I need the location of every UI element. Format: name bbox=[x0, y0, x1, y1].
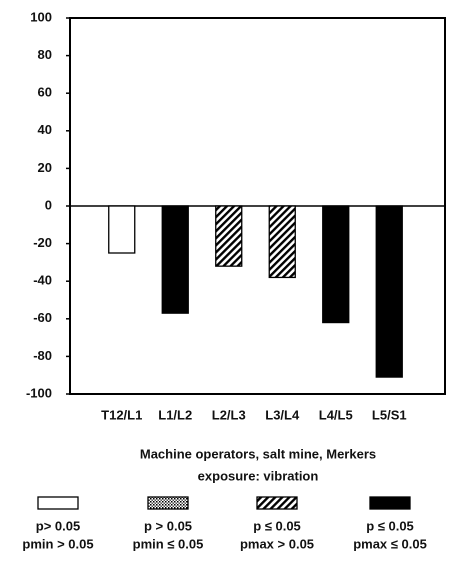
y-tick-label: 80 bbox=[38, 47, 52, 62]
legend-swatch bbox=[256, 496, 298, 510]
legend-label: pmin > 0.05 bbox=[22, 536, 93, 551]
y-tick-label: -60 bbox=[33, 310, 52, 325]
x-tick-label: L1/L2 bbox=[158, 407, 192, 422]
legend-label: pmin ≤ 0.05 bbox=[133, 536, 204, 551]
y-tick-label: 0 bbox=[45, 197, 52, 212]
bar bbox=[268, 205, 296, 279]
x-axis-label: exposure: vibration bbox=[198, 468, 319, 483]
legend-label: p > 0.05 bbox=[144, 518, 192, 533]
legend-label: pmax > 0.05 bbox=[240, 536, 314, 551]
y-tick-label: -40 bbox=[33, 273, 52, 288]
bar bbox=[161, 205, 189, 314]
y-tick-label: 60 bbox=[38, 85, 52, 100]
legend-label: pmax ≤ 0.05 bbox=[353, 536, 427, 551]
y-tick-label: 20 bbox=[38, 160, 52, 175]
legend-swatch bbox=[369, 496, 411, 510]
y-tick-label: 100 bbox=[30, 9, 52, 24]
y-tick-label: -20 bbox=[33, 235, 52, 250]
legend-label: p ≤ 0.05 bbox=[366, 518, 414, 533]
bar bbox=[215, 205, 243, 267]
legend-swatch bbox=[147, 496, 189, 510]
legend-label: p ≤ 0.05 bbox=[253, 518, 301, 533]
x-tick-label: T12/L1 bbox=[101, 407, 142, 422]
x-tick-label: L4/L5 bbox=[319, 407, 353, 422]
x-tick-label: L2/L3 bbox=[212, 407, 246, 422]
y-tick-label: 40 bbox=[38, 122, 52, 137]
legend-swatch bbox=[37, 496, 79, 510]
legend-label: p> 0.05 bbox=[36, 518, 80, 533]
x-tick-label: L5/S1 bbox=[372, 407, 407, 422]
y-tick-label: -100 bbox=[26, 385, 52, 400]
x-tick-label: L3/L4 bbox=[265, 407, 300, 422]
bar bbox=[322, 205, 350, 324]
bar bbox=[108, 205, 136, 254]
y-tick-label: -80 bbox=[33, 348, 52, 363]
bar bbox=[375, 205, 403, 378]
x-axis-label: Machine operators, salt mine, Merkers bbox=[140, 446, 376, 461]
